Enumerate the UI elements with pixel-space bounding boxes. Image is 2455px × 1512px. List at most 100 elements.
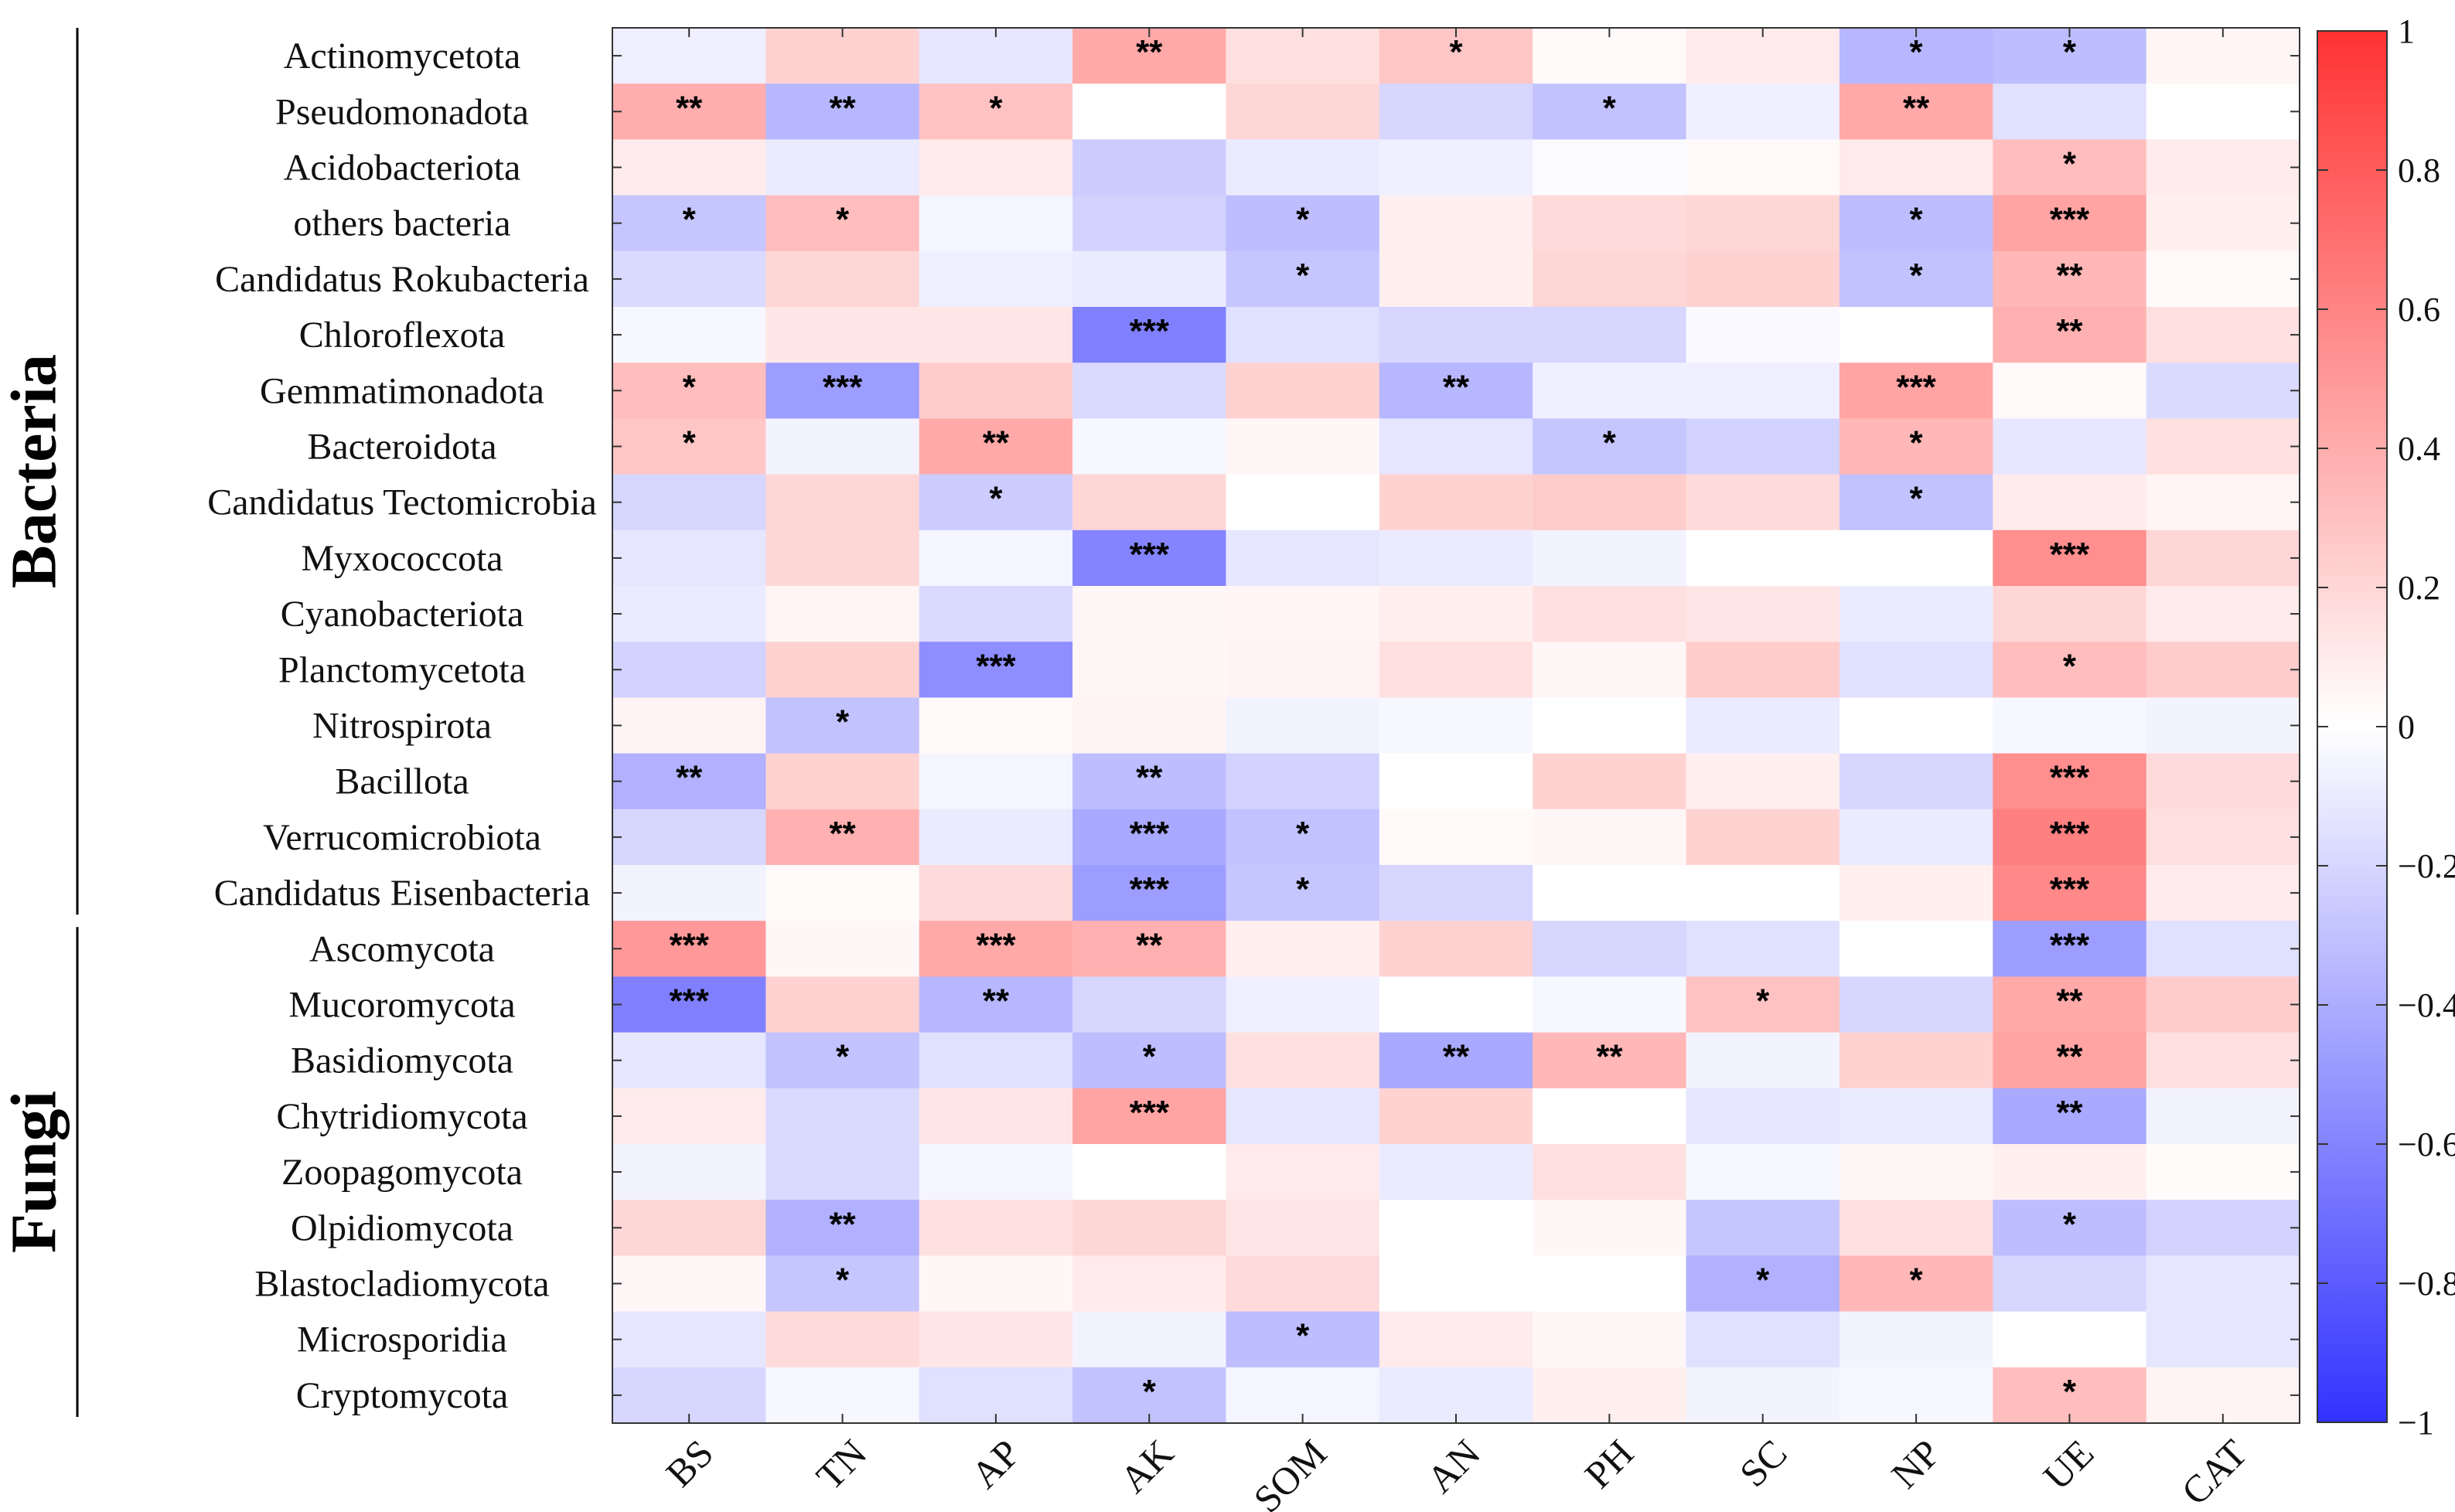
heatmap-cell <box>1533 530 1687 587</box>
heatmap-cell <box>1993 530 2147 587</box>
heatmap-cell <box>1072 83 1227 140</box>
col-label: AN <box>1418 1431 1488 1501</box>
heatmap-cell <box>919 921 1073 977</box>
row-label: Olpidiomycota <box>291 1207 513 1248</box>
heatmap-cell <box>1839 921 1993 977</box>
heatmap-cell <box>1993 83 2147 140</box>
heatmap-cell <box>1839 1200 1993 1256</box>
significance-mark: * <box>1603 89 1617 127</box>
heatmap-cell <box>765 1088 920 1145</box>
col-label: NP <box>1883 1431 1949 1497</box>
heatmap-cell <box>1533 83 1687 140</box>
heatmap-cell <box>1993 1255 2147 1313</box>
row-label: Mucoromycota <box>288 985 515 1026</box>
significance-mark: *** <box>1130 536 1170 574</box>
significance-mark: ** <box>2056 1038 2083 1076</box>
heatmap-cell <box>1226 1088 1380 1145</box>
significance-mark: ** <box>983 982 1010 1020</box>
significance-mark: ** <box>676 759 703 797</box>
heatmap-cell <box>1533 307 1687 363</box>
heatmap-cell <box>1533 697 1687 754</box>
row-label: Basidiomycota <box>291 1040 513 1081</box>
heatmap-cell <box>765 1255 920 1313</box>
heatmap-cell <box>2146 195 2300 252</box>
heatmap-cell <box>1839 363 1993 419</box>
heatmap-cell <box>1686 921 1840 977</box>
heatmap-cell <box>1072 1311 1227 1368</box>
heatmap-cell <box>612 363 766 419</box>
heatmap-cell <box>2146 139 2300 196</box>
heatmap-cell <box>612 250 766 308</box>
heatmap-cell <box>1839 753 1993 810</box>
heatmap-cell <box>2146 1200 2300 1256</box>
significance-mark: *** <box>976 926 1016 964</box>
significance-mark: *** <box>2050 536 2090 574</box>
heatmap-cell <box>765 642 920 698</box>
significance-mark: *** <box>1130 870 1170 908</box>
heatmap-cell <box>2146 809 2300 866</box>
heatmap-cell <box>612 809 766 866</box>
significance-mark: *** <box>1130 815 1170 853</box>
heatmap-cell <box>1839 1255 1993 1313</box>
col-label: AP <box>963 1431 1028 1497</box>
heatmap-cell <box>1379 865 1533 921</box>
heatmap-cell <box>1533 250 1687 308</box>
significance-mark: * <box>1756 1262 1770 1299</box>
heatmap-cell <box>1226 83 1380 140</box>
heatmap-cell <box>1686 474 1840 531</box>
heatmap-cell <box>1072 865 1227 921</box>
significance-mark: * <box>2063 1205 2077 1243</box>
heatmap-cell <box>1686 865 1840 921</box>
heatmap-cell <box>1072 1088 1227 1145</box>
heatmap-cell <box>1226 418 1380 475</box>
colorbar-tick-label: 1 <box>2398 12 2415 50</box>
row-label: Ascomycota <box>309 928 495 969</box>
heatmap-cell <box>1379 307 1533 363</box>
heatmap-cell <box>919 1311 1073 1368</box>
col-label: AK <box>1111 1431 1181 1501</box>
heatmap-cell <box>2146 250 2300 308</box>
heatmap-cell <box>1686 418 1840 475</box>
heatmap-cell <box>2146 976 2300 1034</box>
significance-mark: * <box>1449 33 1463 71</box>
heatmap-cell <box>1686 976 1840 1034</box>
heatmap-cell <box>1072 976 1227 1034</box>
heatmap-cell <box>1686 1144 1840 1200</box>
significance-mark: * <box>1296 257 1310 295</box>
heatmap-cell <box>1379 418 1533 475</box>
significance-marks: ** * * *** ** * * **** * * * **** * ***** *** *** ** ****… <box>669 33 2090 1411</box>
heatmap-cell <box>612 307 766 363</box>
heatmap-cell <box>1226 921 1380 977</box>
heatmap-cell <box>1226 697 1380 754</box>
heatmap-cell <box>919 1088 1073 1145</box>
significance-mark: * <box>1296 1317 1310 1355</box>
heatmap-cell <box>919 1144 1073 1200</box>
heatmap-cell <box>1839 474 1993 531</box>
col-label: TN <box>808 1431 875 1498</box>
heatmap-cell <box>2146 530 2300 587</box>
heatmap-cell <box>1072 642 1227 698</box>
colorbar-ticks: 1 0.8 0.6 0.4 0.2 0 −0.2 −0.4 −0.6 −0.8 −1 <box>2317 12 2455 1442</box>
heatmap-cell <box>2146 28 2300 84</box>
significance-mark: *** <box>1130 312 1170 350</box>
heatmap-cell <box>612 697 766 754</box>
heatmap-cell <box>1072 474 1227 531</box>
significance-mark: *** <box>976 647 1016 685</box>
row-label: Chloroflexota <box>299 315 506 356</box>
significance-mark: * <box>1910 480 1924 518</box>
row-label: Nitrospirota <box>312 706 492 747</box>
heatmap-cell <box>1993 28 2147 84</box>
heatmap-cell <box>1993 697 2147 754</box>
significance-mark: ** <box>829 815 856 853</box>
heatmap-cell <box>765 83 920 140</box>
heatmap-cell <box>1226 642 1380 698</box>
heatmap-cell <box>2146 83 2300 140</box>
heatmap-cell <box>1533 418 1687 475</box>
row-label: Planctomycetota <box>278 649 526 690</box>
heatmap-cell <box>2146 753 2300 810</box>
row-label: Cryptomycota <box>296 1375 509 1416</box>
heatmap-cell <box>2146 418 2300 475</box>
group-label: Bacteria <box>0 354 70 588</box>
heatmap-cell <box>1686 250 1840 308</box>
